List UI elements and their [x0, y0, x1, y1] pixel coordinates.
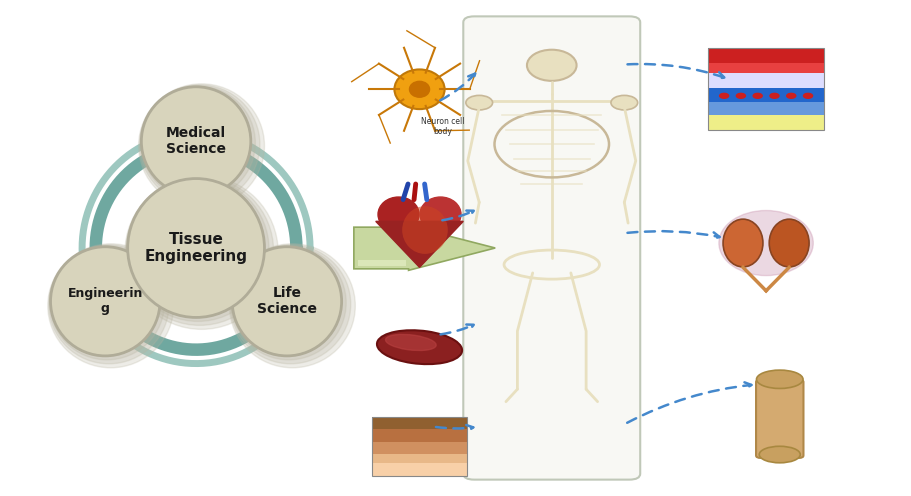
FancyBboxPatch shape: [463, 16, 640, 480]
Circle shape: [719, 93, 728, 98]
FancyBboxPatch shape: [708, 73, 823, 88]
FancyBboxPatch shape: [708, 116, 823, 130]
Ellipse shape: [230, 245, 351, 364]
Ellipse shape: [758, 446, 800, 463]
Polygon shape: [375, 221, 463, 267]
FancyBboxPatch shape: [708, 49, 823, 63]
Ellipse shape: [231, 246, 346, 360]
Polygon shape: [357, 260, 405, 266]
Ellipse shape: [141, 87, 251, 196]
FancyBboxPatch shape: [708, 88, 823, 102]
Ellipse shape: [47, 244, 173, 368]
Ellipse shape: [722, 219, 763, 267]
Ellipse shape: [527, 50, 576, 81]
Ellipse shape: [128, 179, 264, 317]
FancyBboxPatch shape: [708, 63, 823, 73]
Ellipse shape: [50, 247, 159, 356]
FancyBboxPatch shape: [372, 442, 466, 454]
Ellipse shape: [138, 84, 264, 208]
FancyBboxPatch shape: [372, 463, 466, 476]
Ellipse shape: [718, 210, 813, 276]
Circle shape: [610, 95, 637, 110]
Circle shape: [466, 95, 492, 110]
Text: Medical
Science: Medical Science: [166, 126, 226, 156]
Ellipse shape: [127, 178, 269, 321]
FancyBboxPatch shape: [372, 454, 466, 463]
Ellipse shape: [385, 334, 435, 351]
Circle shape: [769, 93, 778, 98]
Polygon shape: [353, 226, 495, 270]
Circle shape: [803, 93, 812, 98]
Ellipse shape: [756, 370, 802, 388]
FancyBboxPatch shape: [372, 417, 466, 429]
Text: Life
Science: Life Science: [257, 286, 316, 316]
Ellipse shape: [376, 330, 462, 364]
Ellipse shape: [420, 197, 461, 232]
Ellipse shape: [409, 81, 429, 97]
Ellipse shape: [768, 219, 808, 267]
Text: Neuron cell
body: Neuron cell body: [420, 117, 464, 136]
Ellipse shape: [139, 85, 260, 204]
Text: Engineerin
g: Engineerin g: [67, 287, 143, 315]
Ellipse shape: [48, 245, 169, 364]
Ellipse shape: [232, 247, 342, 356]
Ellipse shape: [402, 206, 447, 254]
Circle shape: [735, 93, 744, 98]
Ellipse shape: [230, 244, 355, 368]
Text: Tissue
Engineering: Tissue Engineering: [145, 232, 247, 264]
Circle shape: [752, 93, 762, 98]
Ellipse shape: [140, 86, 255, 200]
FancyBboxPatch shape: [708, 102, 823, 116]
Ellipse shape: [377, 197, 418, 232]
FancyBboxPatch shape: [755, 379, 803, 458]
Ellipse shape: [394, 69, 445, 109]
Ellipse shape: [125, 176, 278, 329]
Ellipse shape: [126, 177, 273, 325]
Ellipse shape: [49, 246, 164, 360]
Circle shape: [786, 93, 795, 98]
FancyBboxPatch shape: [372, 429, 466, 442]
